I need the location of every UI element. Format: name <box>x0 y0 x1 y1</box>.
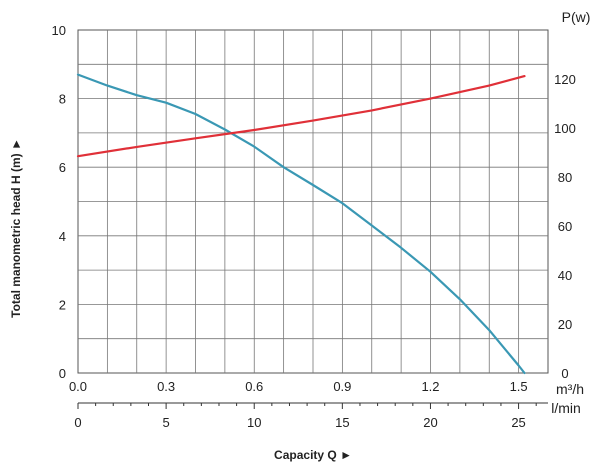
x2-tick-label: 15 <box>335 415 349 430</box>
x2-tick-label: 25 <box>511 415 525 430</box>
y-left-tick-label: 0 <box>59 366 66 381</box>
x-tick-label: 0.6 <box>245 379 263 394</box>
y-right-tick-label: 120 <box>554 72 576 87</box>
y-right-tick-label: 100 <box>554 121 576 136</box>
series-layer <box>76 73 526 375</box>
y-axis-left-label: Total manometric head H (m) ► <box>9 138 23 318</box>
secondary-x-axis: 0 5 10 15 20 25 <box>74 402 548 430</box>
x-tick-label: 0.0 <box>69 379 87 394</box>
y-right-tick-label: 60 <box>558 219 572 234</box>
left-y-axis: 0 2 4 6 8 10 <box>52 23 66 381</box>
x-tick-label: 0.9 <box>333 379 351 394</box>
y-left-tick-label: 6 <box>59 160 66 175</box>
x-tick-label: 1.5 <box>510 379 528 394</box>
y-right-tick-label: 20 <box>558 317 572 332</box>
y-left-tick-label: 2 <box>59 297 66 312</box>
x2-axis-unit-lmin: l/min <box>551 400 581 416</box>
y-left-tick-label: 8 <box>59 92 66 107</box>
x2-tick-label: 5 <box>162 415 169 430</box>
y-left-tick-label: 4 <box>59 229 66 244</box>
y-left-tick-label: 10 <box>52 23 66 38</box>
y-right-tick-label: 40 <box>558 268 572 283</box>
grid-lines <box>78 30 548 373</box>
x-axis-ticks: 0.0 0.3 0.6 0.9 1.2 1.5 <box>69 379 528 394</box>
x-tick-label: 0.3 <box>157 379 175 394</box>
x-axis-unit-m3h: m³/h <box>556 381 584 397</box>
x-tick-label: 1.2 <box>421 379 439 394</box>
head-curve-line <box>76 73 526 375</box>
power-curve-line <box>76 74 526 158</box>
y-right-tick-label: 0 <box>561 366 568 381</box>
y-axis-right-label: P(w) <box>562 9 591 25</box>
x2-tick-label: 20 <box>423 415 437 430</box>
x2-tick-label: 10 <box>247 415 261 430</box>
y-right-tick-label: 80 <box>558 170 572 185</box>
x-axis-label: Capacity Q ► <box>274 448 352 462</box>
x2-tick-label: 0 <box>74 415 81 430</box>
right-y-axis: 0 20 40 60 80 100 120 <box>554 72 576 381</box>
